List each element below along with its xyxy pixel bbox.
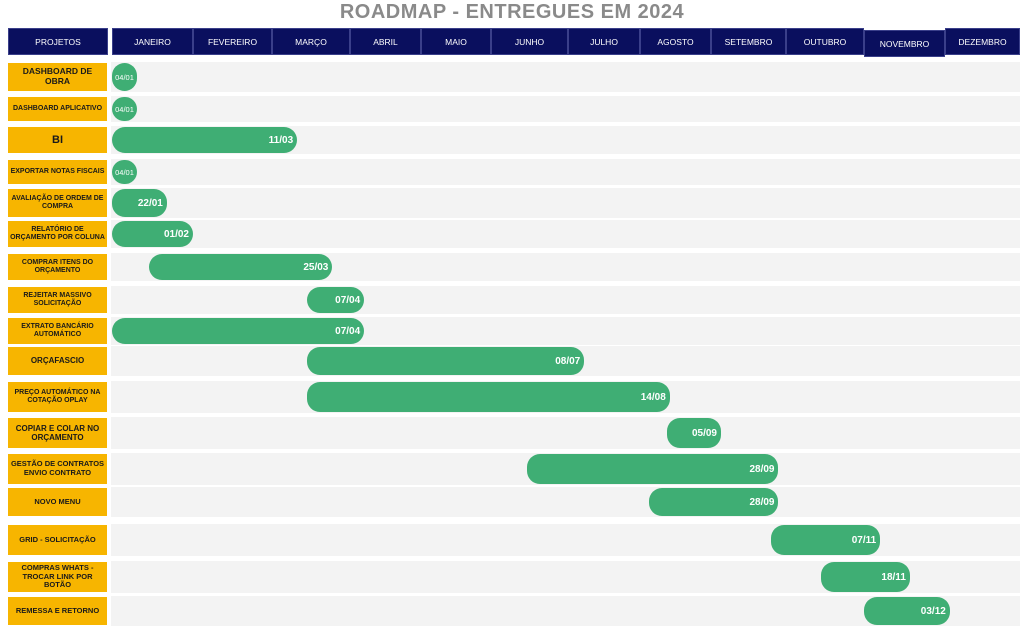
header-month: MAIO — [421, 28, 491, 55]
gantt-bar: 05/09 — [667, 418, 721, 448]
chart-title: ROADMAP - ENTREGUES EM 2024 — [339, 1, 685, 23]
gantt-bar: 07/11 — [771, 525, 881, 555]
row-background — [111, 96, 1020, 122]
header-month: JUNHO — [491, 28, 568, 55]
gantt-bar: 04/01 — [112, 63, 137, 91]
project-label: PREÇO AUTOMÁTICO NA COTAÇÃO OPLAY — [8, 382, 107, 412]
header-projects: PROJETOS — [8, 28, 108, 55]
gantt-bar: 28/09 — [649, 488, 779, 516]
header-month: FEVEREIRO — [193, 28, 272, 55]
header-month: MARÇO — [272, 28, 350, 55]
header-month: JANEIRO — [112, 28, 193, 55]
gantt-bar: 25/03 — [148, 254, 333, 280]
header-month: OUTUBRO — [786, 28, 864, 55]
project-label: GESTÃO DE CONTRATOS ENVIO CONTRATO — [8, 454, 107, 484]
project-label: NOVO MENU — [8, 488, 107, 516]
project-label: COMPRAR ITENS DO ORÇAMENTO — [8, 254, 107, 280]
project-label: COMPRAS WHATS - TROCAR LINK POR BOTÃO — [8, 562, 107, 592]
project-label: COPIAR E COLAR NO ORÇAMENTO — [8, 418, 107, 448]
project-label: ORÇAFASCIO — [8, 347, 107, 375]
header-month: JULHO — [568, 28, 640, 55]
gantt-bar: 07/04 — [307, 287, 365, 313]
row-background — [111, 417, 1020, 449]
row-background — [111, 487, 1020, 517]
project-label: DASHBOARD DE OBRA — [8, 63, 107, 91]
header-month: NOVEMBRO — [864, 30, 945, 57]
project-label: EXPORTAR NOTAS FISCAIS — [8, 160, 107, 184]
gantt-bar: 11/03 — [112, 127, 298, 153]
project-label: DASHBOARD APLICATIVO — [8, 97, 107, 121]
gantt-bar: 18/11 — [821, 562, 910, 592]
gantt-bar: 01/02 — [112, 221, 193, 247]
gantt-bar: 08/07 — [307, 347, 585, 375]
row-background — [111, 220, 1020, 248]
project-label: REMESSA E RETORNO — [8, 597, 107, 625]
gantt-bar: 14/08 — [307, 382, 670, 412]
project-label: REJEITAR MASSIVO SOLICITAÇÃO — [8, 287, 107, 313]
project-label: AVALIAÇÃO DE ORDEM DE COMPRA — [8, 189, 107, 217]
row-background — [111, 524, 1020, 556]
project-label: BI — [8, 127, 107, 153]
row-background — [111, 62, 1020, 92]
gantt-bar: 28/09 — [526, 454, 779, 484]
gantt-bar: 04/01 — [112, 97, 137, 121]
gantt-bar: 22/01 — [112, 189, 167, 217]
project-label: EXTRATO BANCÁRIO AUTOMÁTICO — [8, 318, 107, 344]
gantt-bar: 04/01 — [112, 160, 137, 184]
project-label: GRID - SOLICITAÇÃO — [8, 525, 107, 555]
row-background — [111, 159, 1020, 185]
header-month: DEZEMBRO — [945, 28, 1020, 55]
header-month: AGOSTO — [640, 28, 711, 55]
header-month: SETEMBRO — [711, 28, 786, 55]
row-background — [111, 286, 1020, 314]
gantt-bar: 07/04 — [112, 318, 365, 344]
gantt-bar: 03/12 — [864, 597, 950, 625]
row-background — [111, 188, 1020, 218]
header-month: ABRIL — [350, 28, 421, 55]
project-label: RELATÓRIO DE ORÇAMENTO POR COLUNA — [8, 221, 107, 247]
